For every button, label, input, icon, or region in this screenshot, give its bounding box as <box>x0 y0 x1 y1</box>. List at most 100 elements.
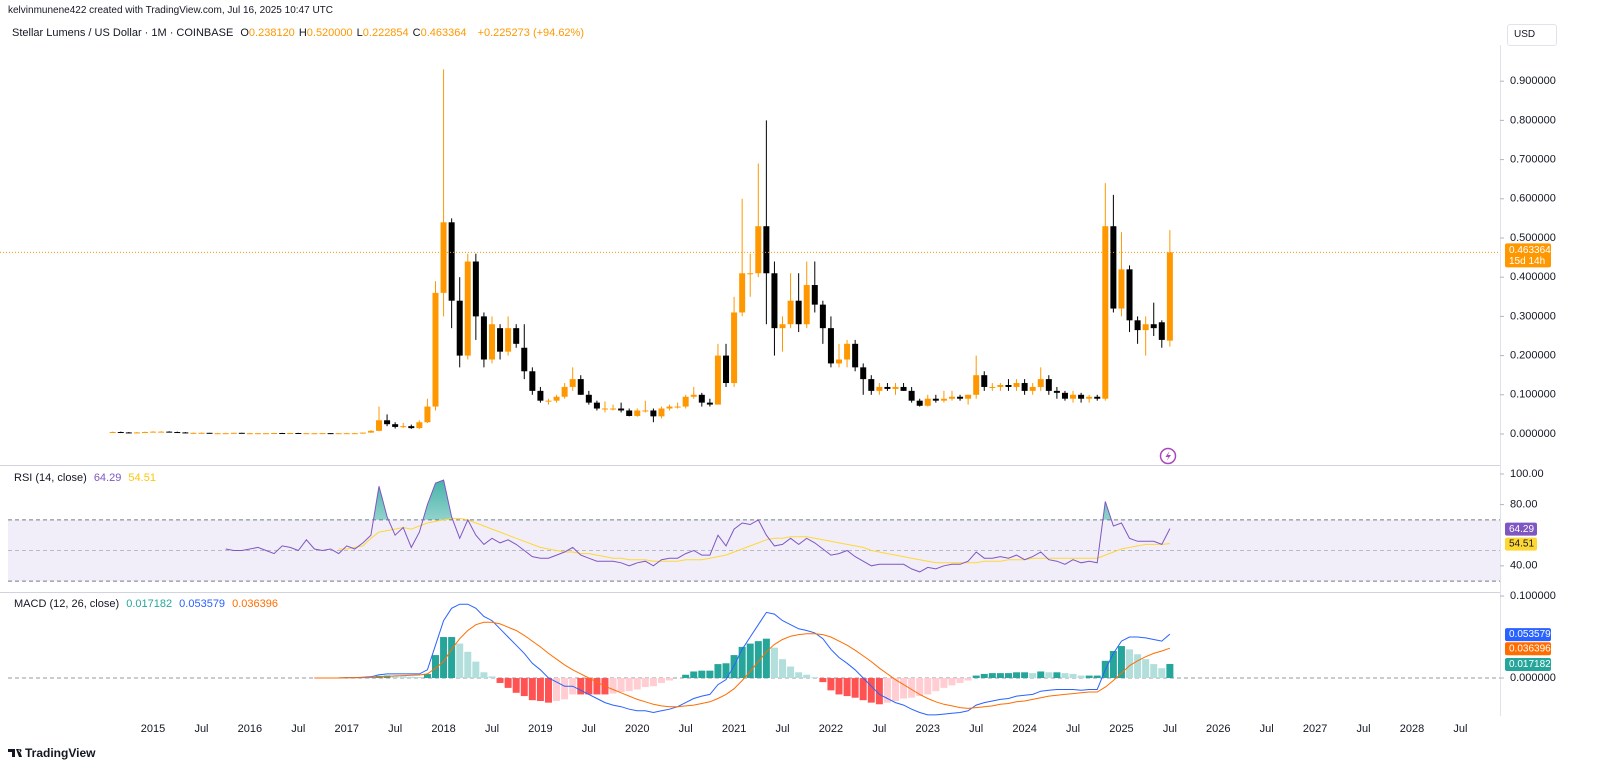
rsi-value-tag <box>1505 522 1537 536</box>
candle-body <box>698 394 705 403</box>
candle-body <box>674 406 681 408</box>
candle-body <box>1166 252 1173 341</box>
x-tick-label: Jul <box>1066 723 1080 735</box>
x-tick-label: Jul <box>679 723 693 735</box>
candle-body <box>440 222 447 293</box>
candle-body <box>343 433 350 435</box>
macd-histogram-bar <box>738 646 746 679</box>
macd-legend: MACD (12, 26, close) 0.017182 0.053579 0… <box>14 598 282 610</box>
candle-body <box>1142 324 1149 331</box>
candle-body <box>997 384 1004 387</box>
candle-body <box>480 316 487 360</box>
candle-body <box>811 285 818 305</box>
candle-body <box>763 226 770 274</box>
candle-body <box>553 396 560 401</box>
macd-histogram-bar <box>480 672 488 679</box>
candle-body <box>739 273 746 313</box>
macd-title: MACD (12, 26, close) <box>14 598 120 610</box>
macd-histogram-bar <box>577 678 585 695</box>
macd-histogram-bar <box>464 651 472 679</box>
macd-histogram-bar <box>609 678 617 694</box>
candle-body <box>957 396 964 399</box>
rsi-legend: RSI (14, close) 64.29 54.51 <box>14 472 160 484</box>
candle-body <box>497 328 504 352</box>
candle-body <box>1045 379 1052 391</box>
macd-histogram-bar <box>827 678 835 691</box>
candle-body <box>868 379 875 391</box>
macd-histogram-bar <box>706 670 714 679</box>
candle-body <box>916 400 923 406</box>
macd-histogram-bar <box>440 637 448 679</box>
macd-histogram-bar <box>932 678 940 692</box>
rsi-value-tag <box>1505 537 1537 551</box>
candle-body <box>908 390 915 401</box>
ohlc-value: 0.463364 <box>420 27 467 39</box>
event-icon[interactable] <box>1159 447 1177 465</box>
macd-histogram-bar <box>593 678 601 695</box>
macd-histogram-bar <box>940 678 948 688</box>
macd-histogram-bar <box>1021 672 1029 679</box>
x-tick-label: 2018 <box>431 723 455 735</box>
change: +0.225273 (+94.62%) <box>477 27 584 39</box>
macd-histogram-bar <box>1150 664 1158 679</box>
macd-histogram-bar <box>641 678 649 688</box>
macd-histogram-bar <box>472 661 480 679</box>
candle-body <box>876 386 883 391</box>
brand: TradingView <box>25 746 96 760</box>
rsi-value-tag-label: 64.29 <box>1509 524 1534 535</box>
macd-histogram-bar <box>867 678 875 703</box>
macd-value-tag <box>1505 657 1551 671</box>
candle-body <box>263 433 270 435</box>
macd-histogram-bar <box>1053 672 1061 679</box>
candle-body <box>141 432 148 434</box>
candle-body <box>1078 394 1085 399</box>
candle-body <box>965 394 972 399</box>
macd-histogram-bar <box>916 678 924 697</box>
y-tick-label: 0.200000 <box>1510 349 1556 361</box>
candle-body <box>400 426 407 428</box>
macd-histogram-bar <box>787 666 795 679</box>
macd-histogram-bar <box>795 672 803 679</box>
macd-histogram-bar <box>432 655 439 679</box>
y-tick-label: 0.800000 <box>1510 114 1556 126</box>
macd-histogram-bar <box>625 678 633 692</box>
macd-histogram-bar <box>1061 673 1069 679</box>
candle-body <box>973 375 980 395</box>
ohlc-values: O0.238120 H0.520000 L0.222854 C0.463364 <box>240 27 470 39</box>
currency-button[interactable]: USD <box>1507 24 1557 46</box>
candle-body <box>1070 394 1077 399</box>
macd-histogram-bar <box>883 678 891 703</box>
x-tick-label: 2028 <box>1400 723 1424 735</box>
candle-body <box>948 396 955 399</box>
macd-histogram-bar <box>520 678 528 697</box>
candle-body <box>690 394 697 397</box>
macd-histogram-bar <box>1069 673 1077 679</box>
candle-body <box>287 433 294 435</box>
candle-body <box>125 432 132 434</box>
candle-body <box>117 432 124 434</box>
candle-body <box>279 433 286 435</box>
candle-body <box>981 375 988 387</box>
macd-histogram-bar <box>407 676 415 679</box>
rsi-value-tag-label: 54.51 <box>1509 539 1534 550</box>
candle-body <box>1029 386 1036 391</box>
candle-body <box>1102 226 1109 399</box>
macd-line <box>314 603 1171 716</box>
signal-value: 0.036396 <box>232 598 279 610</box>
candle-body <box>376 420 383 431</box>
macd-histogram-bar <box>536 678 544 701</box>
macd-histogram-bar <box>779 659 787 679</box>
candle-body <box>158 431 165 433</box>
macd-histogram-bar <box>488 676 496 679</box>
macd-histogram-bar <box>423 673 431 679</box>
macd-histogram-bar <box>415 676 423 679</box>
x-tick-label: Jul <box>194 723 208 735</box>
macd-histogram-bar <box>1142 659 1150 679</box>
macd-histogram-bar <box>1037 671 1045 679</box>
candle-body <box>795 300 802 325</box>
candle-body <box>416 422 423 429</box>
candle-body <box>246 433 253 435</box>
candle-body <box>238 432 245 434</box>
